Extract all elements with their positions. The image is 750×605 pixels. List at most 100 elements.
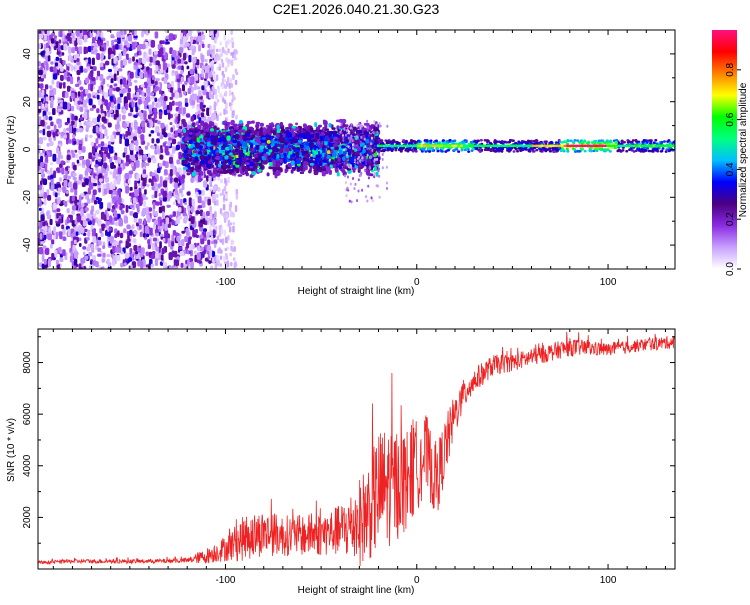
spectrogram-cell — [91, 146, 96, 154]
spectrogram-cell — [163, 77, 168, 84]
spectrogram-cell — [134, 180, 138, 188]
spectrogram-cell — [113, 57, 117, 64]
spectrogram-cell — [84, 46, 89, 54]
spectrogram-cell — [68, 125, 72, 134]
spectrogram-cell — [46, 30, 50, 36]
spectrogram-cell — [98, 150, 102, 155]
spectrogram-cell — [70, 188, 74, 193]
spectrogram-cell — [77, 215, 82, 223]
spectrogram-cell — [230, 210, 233, 218]
spectrogram-cell — [197, 35, 202, 43]
spectrogram-cell — [228, 102, 232, 107]
spectrogram-cell — [47, 194, 52, 201]
spectrogram-cell — [168, 33, 174, 42]
spectrogram-cell — [102, 146, 106, 152]
spectrogram-cell — [204, 59, 208, 63]
spectrogram-cell — [169, 214, 174, 218]
spectrogram-cell — [89, 261, 93, 265]
spectrogram-cell — [318, 162, 323, 167]
spectrogram-cell — [76, 70, 81, 76]
spectrogram-cell — [66, 63, 72, 67]
spectrogram-cell — [50, 96, 54, 105]
spectrogram-cell — [126, 92, 131, 101]
spectrogram-cell — [96, 94, 100, 100]
spectrogram-cell — [160, 122, 165, 129]
spectrogram-cell — [52, 133, 56, 138]
spectrogram-cell — [64, 91, 69, 98]
spectrogram-cell — [118, 52, 122, 60]
spectrogram-cell — [103, 153, 107, 162]
spectrogram-cell — [138, 247, 142, 253]
spectrogram-cell — [184, 61, 188, 65]
spectrogram-cell — [96, 70, 101, 77]
spectrogram-cell — [115, 43, 119, 50]
spectrogram-cell — [123, 122, 128, 129]
spectrogram-cell — [86, 237, 90, 241]
spectrogram-cell — [184, 215, 188, 224]
spectrogram-cell — [198, 99, 202, 103]
spectrogram-cell — [107, 68, 113, 72]
spectrogram-cell — [72, 172, 77, 177]
spectrogram-cell — [98, 114, 101, 119]
spectrogram-cell — [190, 116, 195, 122]
spectrogram-cell — [67, 117, 70, 124]
spectrogram-cell — [137, 183, 141, 187]
spectrogram-cell — [162, 62, 168, 71]
spectrogram-cell — [67, 85, 71, 92]
spectrogram-cell — [201, 69, 205, 75]
spectrogram-cell — [235, 188, 239, 195]
spectrogram-cell — [61, 224, 65, 230]
spectrogram-cell — [138, 110, 142, 118]
spectrogram-cell — [134, 30, 137, 37]
spectrogram-cell — [231, 91, 234, 96]
spectrogram-cell — [115, 246, 120, 253]
spectrogram-cell — [131, 42, 136, 50]
spectrogram-cell — [75, 153, 79, 159]
spectrogram-cell — [106, 258, 110, 265]
spectrogram-cell — [70, 64, 74, 72]
spectrogram-cell — [100, 53, 104, 62]
spectrogram-cell — [83, 111, 88, 120]
spectrogram-cell — [38, 69, 43, 76]
spectrogram-cell — [216, 199, 219, 206]
spectrogram-cell — [127, 242, 132, 247]
spectrogram-cell — [219, 263, 223, 267]
spectrogram-cell — [328, 122, 332, 128]
spectrogram-cell — [85, 77, 90, 84]
spectrogram-cell — [63, 179, 68, 187]
spectrogram-cell — [75, 231, 79, 236]
spectrogram-cell — [110, 113, 115, 118]
spectrogram-cell — [187, 77, 191, 84]
spectrogram-cell — [119, 205, 123, 211]
spectrogram-cell — [253, 130, 258, 135]
spectrogram-cell — [154, 190, 158, 198]
spectrogram-cell — [178, 207, 182, 213]
spectrogram-cell — [138, 50, 142, 56]
spectrogram-cell — [245, 169, 248, 173]
spectrogram-cell — [309, 162, 314, 166]
spectrogram-cell — [171, 219, 175, 226]
spectrogram-cell — [125, 185, 130, 194]
spectrogram-cell — [107, 152, 111, 159]
spectrogram-cell — [44, 163, 48, 172]
spectrogram-cell — [78, 144, 82, 151]
spectrogram-cell — [80, 257, 85, 264]
spectrogram-cell — [291, 166, 297, 170]
spectrogram-cell — [144, 52, 148, 58]
spectrogram-cell — [46, 142, 50, 147]
spectrogram-cell — [109, 181, 113, 190]
spectrogram-cell — [213, 243, 217, 248]
spectrogram-cell — [42, 178, 48, 186]
spectrogram-cell — [66, 216, 70, 224]
spectrogram-cell — [231, 248, 234, 253]
spectrogram-cell — [152, 237, 158, 242]
spectrogram-cell — [143, 154, 148, 158]
spectrogram-cell — [137, 126, 142, 132]
spectrogram-cell — [106, 183, 110, 188]
spectrogram-cell — [144, 225, 149, 234]
spectrogram-cell — [197, 175, 202, 183]
spectrogram-cell — [153, 182, 158, 188]
spectrogram-cell — [74, 115, 78, 121]
spectrogram-cell — [87, 229, 91, 237]
spectrogram-cell — [357, 166, 361, 172]
